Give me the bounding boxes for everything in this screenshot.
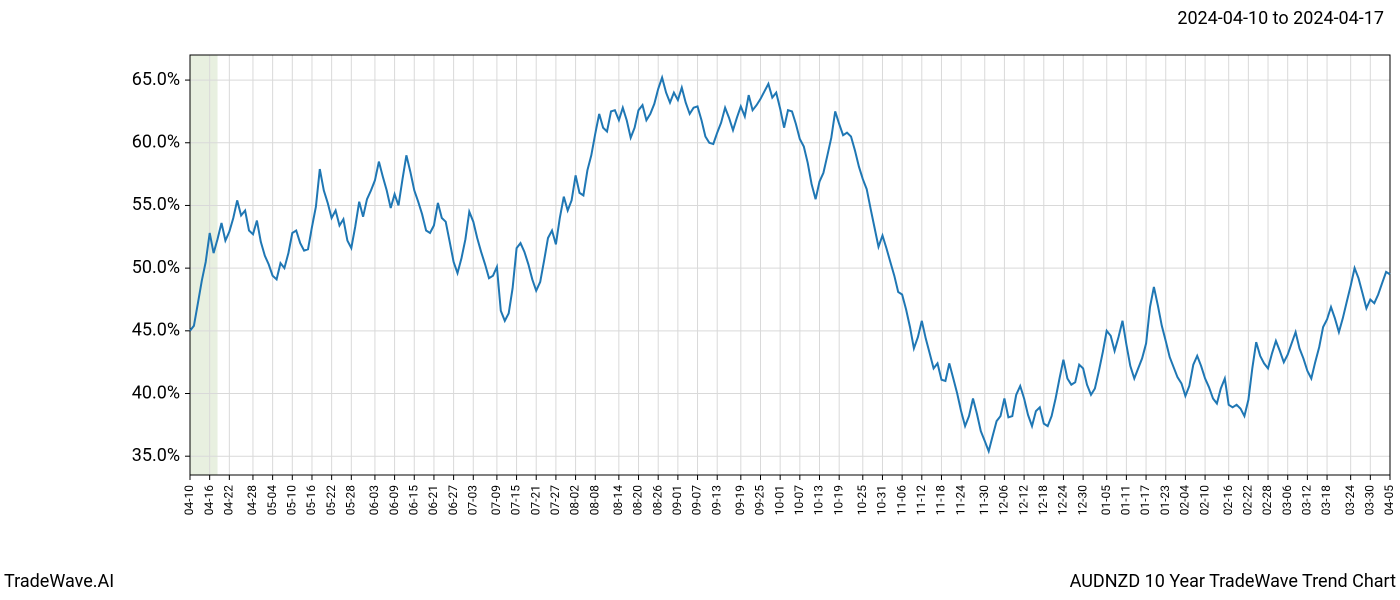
x-tick-label: 09-07 <box>690 485 704 516</box>
x-tick-label: 09-01 <box>670 485 684 515</box>
x-tick-label: 08-20 <box>631 485 645 516</box>
x-tick-label: 08-02 <box>568 485 582 516</box>
x-tick-label: 02-04 <box>1178 485 1192 516</box>
x-tick-label: 09-25 <box>753 485 767 516</box>
x-tick-label: 09-19 <box>733 485 747 515</box>
x-tick-label: 05-10 <box>284 485 298 516</box>
x-tick-label: 03-18 <box>1319 485 1333 516</box>
x-tick-label: 10-25 <box>855 485 869 516</box>
x-tick-label: 09-13 <box>709 485 723 515</box>
x-tick-label: 07-09 <box>489 485 503 515</box>
x-tick-label: 01-05 <box>1099 485 1113 516</box>
x-tick-label: 11-30 <box>977 485 991 516</box>
y-tick-label: 35.0% <box>132 445 180 466</box>
x-tick-label: 12-30 <box>1075 485 1089 516</box>
x-tick-label: 01-17 <box>1138 485 1152 516</box>
y-tick-label: 50.0% <box>132 257 180 278</box>
x-tick-label: 11-12 <box>914 485 928 516</box>
x-tick-label: 01-23 <box>1158 485 1172 515</box>
x-tick-label: 03-24 <box>1343 485 1357 516</box>
x-tick-label: 12-24 <box>1056 485 1070 516</box>
x-tick-label: 04-10 <box>182 485 196 516</box>
trend-chart: 04-10 04-16 04-22 04-28 05-04 05-10 05-16 05-22… <box>0 0 1400 600</box>
highlight-band <box>190 55 218 475</box>
x-tick-label: 03-30 <box>1362 485 1376 516</box>
x-tick-label: 11-18 <box>934 485 948 516</box>
x-tick-label: 06-27 <box>446 485 460 516</box>
x-tick-label: 03-12 <box>1300 485 1314 516</box>
x-tick-label: 05-04 <box>265 485 279 516</box>
x-tick-label: 04-28 <box>245 485 259 516</box>
x-tick-label: 04-05 <box>1382 485 1396 516</box>
x-tick-label: 06-15 <box>406 485 420 516</box>
x-tick-label: 11-06 <box>894 485 908 516</box>
x-tick-label: 12-12 <box>1016 485 1030 516</box>
x-tick-label: 10-07 <box>792 485 806 516</box>
x-tick-label: 06-03 <box>367 485 381 515</box>
x-tick-label: 05-28 <box>343 485 357 516</box>
x-tick-label: 10-31 <box>875 485 889 515</box>
x-tick-label: 10-13 <box>812 485 826 515</box>
x-tick-label: 02-16 <box>1221 485 1235 516</box>
x-tick-label: 04-22 <box>222 485 236 516</box>
y-tick-label: 45.0% <box>132 320 180 341</box>
x-tick-label: 10-01 <box>772 485 786 515</box>
x-tick-label: 07-21 <box>528 485 542 515</box>
x-tick-label: 06-09 <box>387 485 401 515</box>
y-tick-label: 65.0% <box>132 69 180 90</box>
x-tick-label: 07-15 <box>509 485 523 516</box>
y-tick-label: 40.0% <box>132 382 180 403</box>
x-tick-label: 08-26 <box>650 485 664 516</box>
y-tick-label: 55.0% <box>132 194 180 215</box>
x-tick-label: 12-06 <box>997 485 1011 516</box>
x-tick-label: 02-10 <box>1197 485 1211 516</box>
x-tick-label: 12-18 <box>1036 485 1050 516</box>
x-tick-label: 07-03 <box>465 485 479 515</box>
x-tick-label: 05-16 <box>304 485 318 516</box>
x-tick-label: 01-11 <box>1119 485 1133 515</box>
x-tick-label: 08-14 <box>611 485 625 516</box>
x-tick-label: 02-28 <box>1260 485 1274 516</box>
x-tick-label: 11-24 <box>953 485 967 516</box>
x-tick-label: 10-19 <box>831 485 845 515</box>
x-tick-label: 02-22 <box>1241 485 1255 516</box>
y-tick-label: 60.0% <box>132 132 180 153</box>
x-tick-label: 08-08 <box>587 485 601 516</box>
x-tick-label: 05-22 <box>324 485 338 516</box>
x-tick-label: 07-27 <box>548 485 562 516</box>
x-tick-label: 03-06 <box>1280 485 1294 516</box>
x-tick-label: 06-21 <box>426 485 440 515</box>
x-tick-label: 04-16 <box>202 485 216 516</box>
